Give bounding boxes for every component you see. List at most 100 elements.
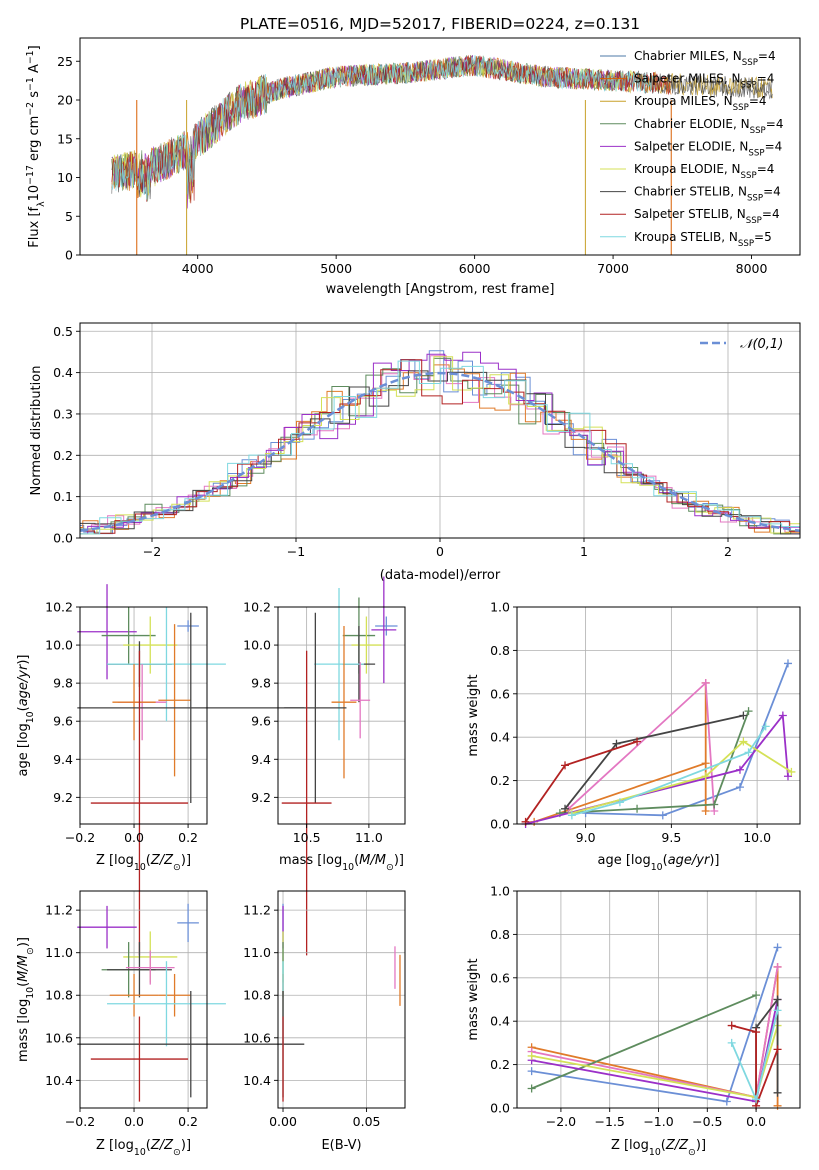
residual-hist-ytick-label-2: 0.2 xyxy=(53,448,73,463)
spectrum-ytick-label-2: 10 xyxy=(57,170,73,185)
spectrum-frame xyxy=(79,37,801,256)
massweight-vs-age-series-8-marker-2 xyxy=(744,748,753,757)
mass-vs-Z-xtick-label-1: 0.0 xyxy=(124,1114,144,1129)
age-vs-Z-ytick-label-4: 10.0 xyxy=(45,638,73,653)
massweight-vs-Z-ylabel: mass weight xyxy=(466,958,481,1040)
spectrum-legend-label-4-part-2: =4 xyxy=(765,139,783,153)
age-vs-Z-frame xyxy=(79,606,208,825)
massweight-vs-age-series-1-marker-3 xyxy=(701,806,710,815)
massweight-vs-Z-xtick-label-2: −1.0 xyxy=(643,1114,673,1129)
massweight-vs-Z-series-8-marker-2 xyxy=(773,1006,782,1015)
massweight-vs-age-xlabel: age [log10(age/yr)] xyxy=(597,853,719,873)
age-vs-Z-ylabel-part-1: 10 xyxy=(25,711,36,723)
massweight-vs-age-xtick-label-2: 10.0 xyxy=(743,830,771,845)
mass-vs-Z-ytick-label-3: 11.0 xyxy=(45,945,73,960)
mass-vs-Z-ylabel: mass [log10(M/M⊙)] xyxy=(16,937,36,1062)
mass-vs-ebv-ytick-label-0: 10.4 xyxy=(243,1073,271,1088)
spectrum-xtick-label-0: 4000 xyxy=(182,261,214,276)
spectrum-legend-label-2-part-0: Kroupa MILES, N xyxy=(634,94,733,108)
spectrum-ytick-label-4: 20 xyxy=(57,93,73,108)
massweight-vs-Z-xtick-label-1: −1.5 xyxy=(595,1114,625,1129)
age-vs-mass-xtick-label-1: 11.0 xyxy=(355,830,383,845)
spectrum-legend-label-4-part-0: Salpeter ELODIE, N xyxy=(634,139,748,153)
spectrum-legend-label-1: Salpeter MILES, NSSP=4 xyxy=(634,72,774,91)
massweight-vs-age-series-6-marker-2 xyxy=(739,711,748,720)
massweight-vs-age-series-8 xyxy=(571,725,767,817)
residual-hist-ytick-label-1: 0.1 xyxy=(53,489,73,504)
hist-series-8 xyxy=(80,360,800,535)
mass-vs-Z-ytick-label-1: 10.6 xyxy=(45,1030,73,1045)
spectrum-legend-label-8-part-2: =5 xyxy=(754,230,772,244)
massweight-vs-Z-xlabel-part-0: Z [log xyxy=(611,1138,649,1153)
massweight-vs-age-series-8-marker-1 xyxy=(615,798,624,807)
age-vs-mass-ytick-label-1: 9.4 xyxy=(251,752,271,767)
hist-series-4 xyxy=(80,351,800,535)
spectrum-ylabel-part-10: ] xyxy=(27,45,42,50)
massweight-vs-age-frame xyxy=(516,606,801,825)
spectrum-ytick-label-1: 5 xyxy=(65,209,73,224)
age-vs-mass-xlabel-part-2: ( xyxy=(354,853,359,868)
massweight-vs-Z-series-6-marker-3 xyxy=(773,1088,782,1097)
massweight-vs-Z-series-0-marker-1 xyxy=(722,1097,731,1106)
massweight-vs-Z-series-8-marker-1 xyxy=(752,1095,761,1104)
mass-vs-Z-ylabel-part-1: 10 xyxy=(25,987,36,999)
residual-hist-ytick-label-0: 0.0 xyxy=(53,531,73,546)
massweight-vs-Z-series-1-marker-3 xyxy=(773,1101,782,1110)
age-vs-mass-xlabel-part-0: mass [log xyxy=(279,853,342,868)
hist-series-6 xyxy=(80,370,800,535)
mass-vs-ebv-frame xyxy=(277,890,406,1109)
massweight-vs-Z-series-4 xyxy=(531,999,779,1103)
mass-vs-Z-ylabel-part-4: ⊙ xyxy=(25,947,36,955)
spectrum-legend-label-7-part-1: SSP xyxy=(746,216,762,226)
spectrum-legend-label-8-part-0: Kroupa STELIB, N xyxy=(634,230,738,244)
massweight-vs-age-series-2-marker-1 xyxy=(701,678,710,687)
figure-title: PLATE=0516, MJD=52017, FIBERID=0224, z=0… xyxy=(240,15,640,33)
mass-vs-ebv-ytick-label-3: 11.0 xyxy=(243,945,271,960)
spectrum-ylabel-part-0: Flux [f xyxy=(27,206,42,247)
age-vs-mass-xlabel-part-5: )] xyxy=(394,853,404,868)
hist-ylabel: Normed distribution xyxy=(29,366,44,496)
massweight-vs-age-series-7-marker-2 xyxy=(633,737,642,746)
residual-hist-ytick-label-4: 0.4 xyxy=(53,365,73,380)
mass-vs-ebv-xlabel: E(B-V) xyxy=(321,1138,361,1153)
massweight-vs-Z-ytick-label-3: 0.6 xyxy=(490,970,510,985)
spectrum-xtick-label-4: 8000 xyxy=(736,261,768,276)
residual-hist-xtick-label-1: −1 xyxy=(287,544,305,559)
massweight-vs-age-series-5-marker-3 xyxy=(787,767,796,776)
massweight-vs-age-series-3 xyxy=(559,710,750,814)
spectrum-series-8 xyxy=(111,55,655,200)
age-vs-Z-xtick-label-0: −0.2 xyxy=(65,830,95,845)
mass-vs-Z-xtick-label-2: 0.2 xyxy=(178,1114,198,1129)
massweight-vs-age-series-1-marker-1 xyxy=(701,759,710,768)
massweight-vs-age-series-0-marker-2 xyxy=(735,783,744,792)
mass-vs-Z-ytick-label-4: 11.2 xyxy=(45,903,73,918)
age-vs-Z-xlabel-part-2: ( xyxy=(146,853,151,868)
massweight-vs-Z-series-6-marker-2 xyxy=(773,995,782,1004)
mass-vs-Z-ytick-label-2: 10.8 xyxy=(45,988,73,1003)
massweight-vs-Z-xlabel-part-4: ⊙ xyxy=(688,1147,696,1158)
age-vs-Z-xtick-label-1: 0.0 xyxy=(124,830,144,845)
massweight-vs-Z-series-7-marker-1 xyxy=(752,1028,761,1037)
spectrum-legend-label-7: Salpeter STELIB, NSSP=4 xyxy=(634,207,780,226)
mass-vs-ebv-ytick-label-4: 11.2 xyxy=(243,903,271,918)
mass-vs-Z-xlabel-part-3: Z/Z xyxy=(150,1138,174,1153)
massweight-vs-Z-series-0-marker-0 xyxy=(527,1067,536,1076)
spectrum-legend-label-7-part-2: =4 xyxy=(762,207,780,221)
massweight-vs-Z-xlabel-part-2: ( xyxy=(661,1138,666,1153)
spectrum-xtick-label-1: 5000 xyxy=(320,261,352,276)
massweight-vs-age-ytick-label-0: 0.0 xyxy=(490,817,510,832)
hist-normal-curve xyxy=(79,371,801,533)
age-vs-Z-xlabel-part-3: Z/Z xyxy=(150,853,174,868)
spectrum-ylabel-part-4: erg cm xyxy=(27,116,42,165)
age-vs-Z-ytick-label-3: 9.8 xyxy=(53,676,73,691)
massweight-vs-age-xlabel-part-3: age/yr xyxy=(668,853,711,868)
age-vs-mass-ytick-label-2: 9.6 xyxy=(251,714,271,729)
massweight-vs-age-ylabel: mass weight xyxy=(466,674,481,756)
age-vs-mass-xlabel-part-4: ⊙ xyxy=(386,862,394,873)
spectrum-xtick-label-3: 7000 xyxy=(597,261,629,276)
massweight-vs-Z-series-3 xyxy=(531,994,757,1090)
age-vs-Z-ylabel-part-3: age/yr xyxy=(16,663,31,706)
spectrum-series-7 xyxy=(111,55,672,204)
massweight-vs-age-ytick-label-4: 0.8 xyxy=(490,643,510,658)
residual-hist-xtick-label-2: 0 xyxy=(436,544,444,559)
